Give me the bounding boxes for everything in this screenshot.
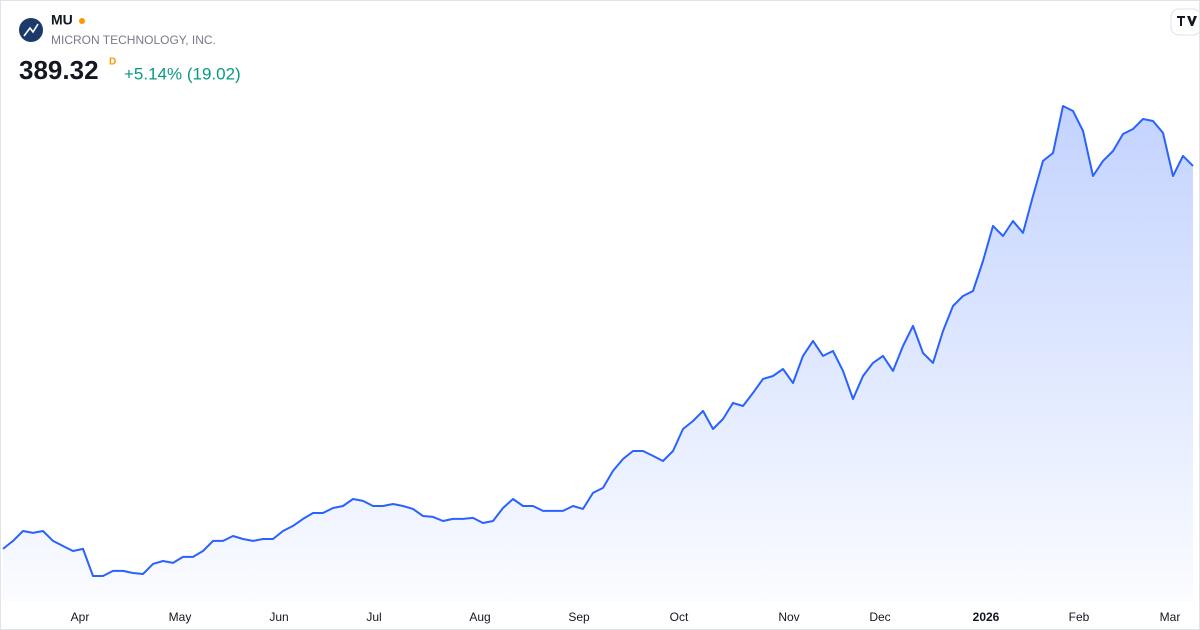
x-tick-label: Feb [1069,610,1090,624]
area-fill [3,106,1193,601]
status-dot [79,18,85,24]
interval: D [109,57,116,68]
x-tick-label: Jul [366,610,381,624]
x-tick-label: Apr [71,610,90,624]
x-tick-label: May [169,610,192,624]
tv-logo-mark [1177,16,1197,26]
price: 389.32 [19,55,99,85]
x-tick-label: Aug [469,610,490,624]
change: +5.14% (19.02) [124,64,241,83]
tv-logo[interactable] [1170,8,1199,36]
x-tick-label: Mar [1160,610,1181,624]
x-tick-label: 2026 [973,610,1000,624]
x-tick-label: Nov [778,610,799,624]
x-tick-label: Jun [269,610,288,624]
price-line [2,105,1194,577]
logo-mark [23,23,39,37]
x-tick-label: Oct [670,610,689,624]
x-tick-label: Dec [869,610,890,624]
company: MICRON TECHNOLOGY, INC. [51,33,216,47]
symbol: MU [51,12,73,28]
x-tick-label: Sep [568,610,590,624]
